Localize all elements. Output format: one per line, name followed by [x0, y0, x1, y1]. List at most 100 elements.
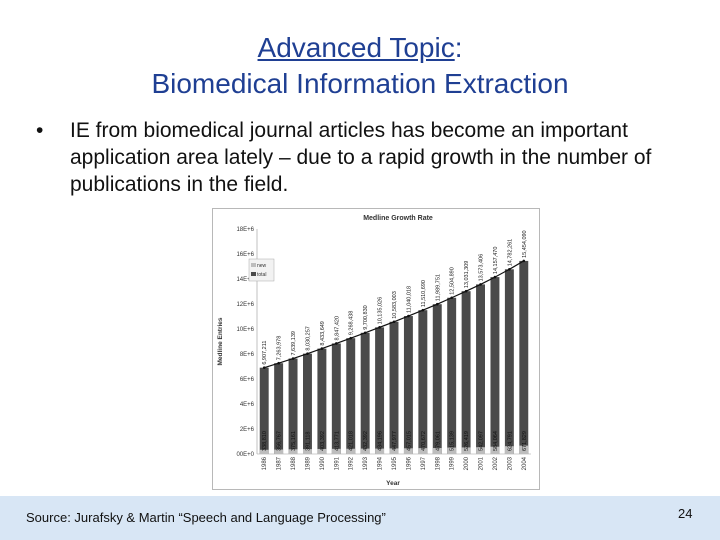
bullet-text: IE from biomedical journal articles has … [70, 119, 652, 196]
y-tick-label: 00E+0 [236, 452, 254, 458]
bar-new [274, 449, 284, 454]
total-point [435, 302, 439, 306]
total-data-label: 7,263,978 [277, 336, 283, 360]
total-point [306, 352, 309, 355]
y-tick-label: 8E+6 [240, 352, 255, 358]
new-data-label: 470,672 [421, 431, 427, 451]
bar-new [504, 446, 514, 454]
bar-new [375, 448, 385, 454]
new-data-label: 671,829 [522, 431, 528, 451]
total-point [493, 275, 497, 279]
x-tick-label: 1995 [392, 456, 398, 470]
y-tick-label: 16E+6 [236, 252, 254, 258]
bar-total [331, 343, 341, 454]
total-point [407, 314, 410, 318]
total-data-label: 11,510,690 [421, 280, 427, 307]
bar-total [303, 353, 312, 454]
total-data-label: 8,433,649 [320, 321, 326, 345]
total-point [421, 308, 425, 312]
x-tick-label: 1991 [334, 456, 340, 470]
x-tick-label: 1986 [262, 456, 268, 470]
new-data-label: 356,767 [277, 431, 283, 451]
bar-total [274, 363, 284, 454]
total-data-label: 11,989,751 [435, 274, 441, 301]
total-point [522, 259, 526, 263]
bar-new [519, 445, 529, 454]
x-tick-label: 2001 [479, 456, 485, 470]
bar-new [259, 449, 269, 454]
total-point [508, 268, 511, 271]
total-data-label: 15,454,090 [522, 230, 528, 258]
source-citation: Source: Jurafsky & Martin “Speech and La… [26, 510, 386, 525]
bar-new [403, 448, 413, 454]
bar-total [476, 284, 485, 454]
bar-new [490, 446, 500, 454]
total-data-label: 10,135,026 [378, 297, 384, 325]
bar-total [432, 304, 442, 454]
bar-total [490, 277, 500, 454]
total-data-label: 8,030,257 [305, 326, 311, 350]
x-tick-label: 1997 [421, 456, 427, 470]
page-number: 24 [678, 506, 693, 521]
x-tick-label: 1996 [406, 456, 412, 470]
bar-new [303, 449, 312, 454]
title-colon: : [454, 32, 463, 63]
x-tick-label: 1998 [435, 456, 441, 470]
bar-total [418, 310, 428, 454]
total-data-label: 12,504,890 [450, 267, 456, 295]
new-data-label: 375,161 [291, 431, 297, 451]
total-point [349, 336, 353, 340]
x-tick-label: 1990 [320, 456, 326, 470]
bar-total [346, 338, 356, 454]
total-point [277, 361, 280, 365]
total-point [363, 331, 367, 335]
x-tick-label: 1989 [305, 456, 311, 470]
total-data-label: 7,639,139 [291, 331, 297, 355]
x-tick-label: 1993 [363, 456, 369, 470]
title-link[interactable]: Advanced Topic [257, 32, 455, 63]
bullet-symbol: • [36, 119, 44, 142]
bar-total [288, 358, 298, 454]
total-point [378, 326, 381, 329]
new-data-label: 403,392 [320, 431, 326, 451]
new-data-label: 584,064 [493, 431, 499, 451]
new-data-label: 421,018 [349, 431, 355, 451]
bar-new [461, 447, 471, 454]
bar-new [317, 448, 327, 454]
new-data-label: 526,419 [464, 431, 470, 451]
bar-total [403, 316, 413, 454]
bar-total [259, 367, 269, 454]
bar-new [346, 448, 356, 454]
total-data-label: 11,040,018 [406, 286, 412, 313]
medline-growth-chart: Medline Growth Rate 00E+0 2E+6 4E+6 6E+6 8E+6… [217, 215, 531, 487]
total-point [335, 342, 338, 345]
x-tick-label: 2000 [464, 456, 470, 470]
bar-total [504, 269, 514, 454]
new-data-label: 624,791 [507, 431, 513, 451]
bar-total [360, 332, 370, 454]
new-data-label: 432,392 [363, 431, 369, 451]
legend-label-total: total [257, 272, 266, 278]
bar-new [331, 448, 341, 454]
bar-new [288, 449, 298, 454]
new-data-label: 391,118 [305, 432, 311, 451]
bar-new [360, 448, 370, 454]
title-line-2: Biomedical Information Extraction [151, 68, 569, 99]
total-point [479, 283, 482, 286]
total-point [320, 347, 324, 350]
total-data-label: 13,573,406 [479, 254, 485, 282]
total-point [291, 357, 295, 360]
bar-new [389, 448, 399, 454]
bar-total [519, 260, 529, 454]
total-data-label: 14,782,261 [507, 239, 513, 267]
new-data-label: 479,061 [435, 431, 441, 451]
bar-total [447, 297, 457, 454]
y-axis-label: Medline Entries [217, 317, 224, 365]
x-axis-label: Year [386, 480, 400, 487]
total-data-label: 8,847,420 [334, 316, 340, 340]
total-point [262, 366, 266, 369]
chart-image: Medline Growth Rate 00E+0 2E+6 4E+6 6E+6 8E+6… [212, 208, 540, 490]
new-data-label: 338,810 [262, 431, 268, 451]
y-tick-label: 12E+6 [236, 302, 254, 308]
new-data-label: 457,015 [406, 431, 412, 451]
